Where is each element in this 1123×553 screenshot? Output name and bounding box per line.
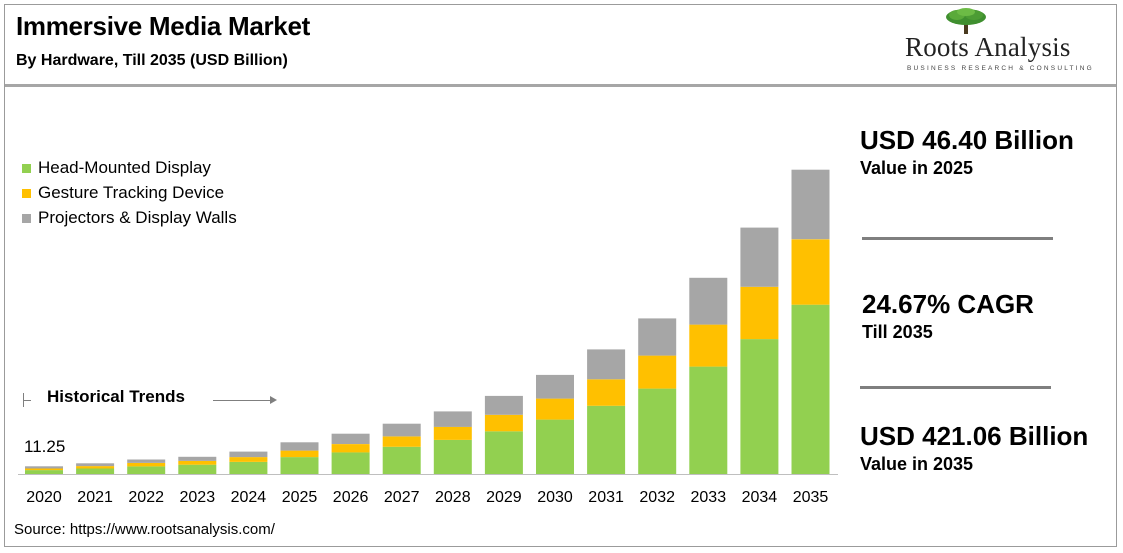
stat-value-2025-label: Value in 2025 (860, 158, 974, 178)
x-tick-label: 2033 (691, 489, 727, 506)
x-tick-label: 2027 (384, 489, 420, 506)
bar-segment-2025-projectors (280, 442, 319, 451)
logo-tagline: BUSINESS RESEARCH & CONSULTING (907, 65, 1094, 72)
bar-segment-2026-gesture (331, 444, 370, 453)
legend-item-projectors: Projectors & Display Walls (22, 208, 237, 233)
source-note: Source: https://www.rootsanalysis.com/ (14, 521, 275, 538)
x-tick-label: 2022 (128, 489, 164, 506)
bar-segment-2027-gesture (382, 436, 421, 447)
stat-cagr: 24.67% CAGR (862, 289, 1034, 319)
bar-segment-2028-head-mounted (433, 439, 472, 474)
company-logo: Roots Analysis BUSINESS RESEARCH & CONSU… (905, 6, 1110, 76)
stat-value-2025: USD 46.40 Billion (860, 125, 1074, 155)
bar-segment-2024-head-mounted (229, 462, 268, 474)
legend-label-gesture: Gesture Tracking Device (38, 183, 225, 202)
bar-segment-2031-gesture (587, 379, 626, 406)
legend-item-head-mounted: Head-Mounted Display (22, 158, 237, 183)
chart-title: Immersive Media Market (16, 11, 310, 41)
bar-segment-2028-projectors (433, 411, 472, 427)
bar-segment-2021-gesture (76, 466, 115, 469)
bar-segment-2020-head-mounted (25, 470, 63, 474)
bar-segment-2029-gesture (484, 414, 523, 432)
bar-segment-2021-projectors (76, 463, 115, 467)
stat-value-2035: USD 421.06 Billion (860, 421, 1089, 451)
x-tick-label: 2020 (26, 489, 62, 506)
x-tick-label: 2032 (639, 489, 675, 506)
bar-segment-2027-head-mounted (382, 446, 421, 474)
bar-segment-2029-head-mounted (484, 431, 523, 474)
bar-segment-2022-gesture (127, 463, 166, 467)
bar-segment-2032-projectors (638, 318, 677, 356)
bar-segment-2035-projectors (791, 169, 830, 240)
historical-arrow-line (213, 400, 273, 401)
stat-divider-1 (862, 237, 1053, 240)
x-tick-label: 2035 (793, 489, 829, 506)
legend-swatch-head-mounted (22, 164, 31, 173)
stat-cagr-label: Till 2035 (862, 322, 933, 342)
x-tick-label: 2025 (282, 489, 318, 506)
x-tick-label: 2031 (588, 489, 624, 506)
bar-segment-2034-head-mounted (740, 339, 779, 474)
bar-segment-2032-head-mounted (638, 388, 677, 474)
bar-segment-2025-gesture (280, 450, 319, 458)
bar-segment-2034-gesture (740, 286, 779, 340)
chart-subtitle: By Hardware, Till 2035 (USD Billion) (16, 52, 288, 69)
bar-segment-2031-head-mounted (587, 405, 626, 474)
bar-segment-2026-head-mounted (331, 452, 370, 474)
x-tick-label: 2028 (435, 489, 471, 506)
arrow-right-icon (270, 396, 277, 404)
bar-segment-2027-projectors (382, 423, 421, 437)
historical-trends-label: Historical Trends (47, 387, 185, 406)
bar-segment-2029-projectors (484, 395, 523, 415)
bar-segment-2023-gesture (178, 460, 217, 465)
bar-segment-2022-head-mounted (127, 466, 166, 474)
bar-segment-2028-gesture (433, 426, 472, 440)
x-tick-label: 2029 (486, 489, 522, 506)
x-tick-label: 2021 (77, 489, 113, 506)
bar-segment-2030-projectors (536, 374, 574, 399)
bar-segment-2024-projectors (229, 451, 268, 458)
bar-segment-2030-gesture (536, 398, 574, 420)
bar-segment-2033-gesture (689, 324, 728, 367)
stat-value-2035-label: Value in 2035 (860, 454, 974, 474)
bar-segment-2033-projectors (689, 277, 728, 325)
logo-name: Roots Analysis (905, 32, 1071, 62)
bar-segment-2024-gesture (229, 457, 268, 462)
tree-icon (946, 8, 986, 34)
historical-dash (23, 400, 31, 401)
bar-segment-2035-head-mounted (791, 304, 830, 474)
header-divider (5, 84, 1116, 87)
bar-segment-2020-gesture (25, 468, 63, 471)
bar-segment-2023-head-mounted (178, 464, 217, 474)
bar-segment-2033-head-mounted (689, 366, 728, 474)
bar-segment-2030-head-mounted (536, 419, 574, 474)
bar-segment-2032-gesture (638, 355, 677, 389)
legend-swatch-gesture (22, 189, 31, 198)
bar-segment-2035-gesture (791, 239, 830, 305)
chart-legend: Head-Mounted Display Gesture Tracking De… (22, 158, 237, 233)
first-value-label: 11.25 (24, 437, 66, 456)
bar-segment-2021-head-mounted (76, 468, 115, 474)
bar-segment-2031-projectors (587, 349, 626, 380)
legend-swatch-projectors (22, 214, 31, 223)
x-tick-label: 2023 (180, 489, 216, 506)
x-tick-label: 2024 (231, 489, 267, 506)
legend-label-head-mounted: Head-Mounted Display (38, 158, 211, 177)
x-tick-label: 2030 (537, 489, 573, 506)
bar-segment-2034-projectors (740, 227, 779, 287)
bar-segment-2020-projectors (25, 466, 63, 469)
stat-divider-2 (860, 386, 1051, 389)
x-tick-label: 2034 (742, 489, 778, 506)
x-tick-label: 2026 (333, 489, 369, 506)
chart-frame (4, 4, 1117, 547)
bar-segment-2025-head-mounted (280, 457, 319, 474)
bar-segment-2023-projectors (178, 456, 217, 461)
legend-label-projectors: Projectors & Display Walls (38, 208, 237, 227)
bar-segment-2022-projectors (127, 459, 166, 463)
legend-item-gesture: Gesture Tracking Device (22, 183, 237, 208)
bar-segment-2026-projectors (331, 433, 370, 444)
